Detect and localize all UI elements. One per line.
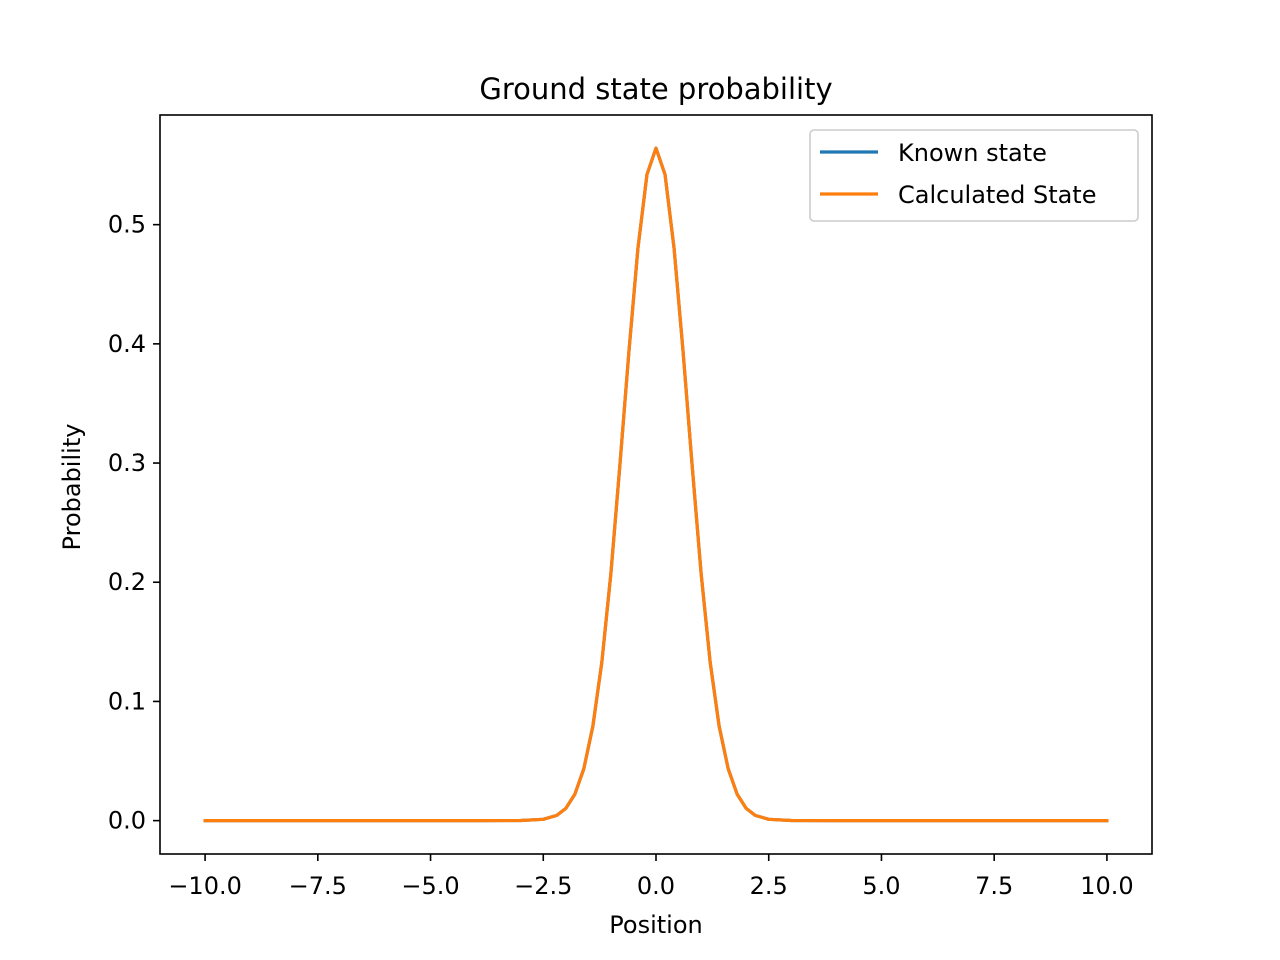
y-axis-label: Probability: [58, 424, 86, 551]
y-axis-ticks: 0.0 0.1 0.2 0.3 0.4 0.5: [108, 211, 160, 835]
y-tick-label: 0.3: [108, 449, 146, 477]
legend-label-calculated-state: Calculated State: [898, 181, 1096, 209]
x-tick-label: 7.5: [975, 872, 1013, 900]
x-tick-label: 2.5: [750, 872, 788, 900]
y-tick-label: 0.0: [108, 807, 146, 835]
y-tick-label: 0.1: [108, 687, 146, 715]
x-tick-label: 5.0: [862, 872, 900, 900]
x-axis-ticks: −10.0 −7.5 −5.0 −2.5 0.0 2.5 5.0 7.5 10.0: [168, 854, 1134, 900]
x-tick-label: 0.0: [637, 872, 675, 900]
series-line-calculated-state: [203, 146, 1109, 823]
x-tick-label: −2.5: [514, 872, 572, 900]
y-tick-label: 0.5: [108, 211, 146, 239]
legend-label-known-state: Known state: [898, 139, 1047, 167]
x-tick-label: −5.0: [401, 872, 459, 900]
legend-box: [809, 129, 1139, 222]
x-tick-label: −7.5: [289, 872, 347, 900]
y-tick-label: 0.4: [108, 330, 146, 358]
series-layer: [203, 146, 1109, 823]
x-axis-label: Position: [609, 911, 702, 939]
y-tick-label: 0.2: [108, 568, 146, 596]
legend: Known state Calculated State: [809, 129, 1139, 222]
x-tick-label: 10.0: [1080, 872, 1133, 900]
x-tick-label: −10.0: [168, 872, 242, 900]
chart-title: Ground state probability: [479, 72, 832, 106]
